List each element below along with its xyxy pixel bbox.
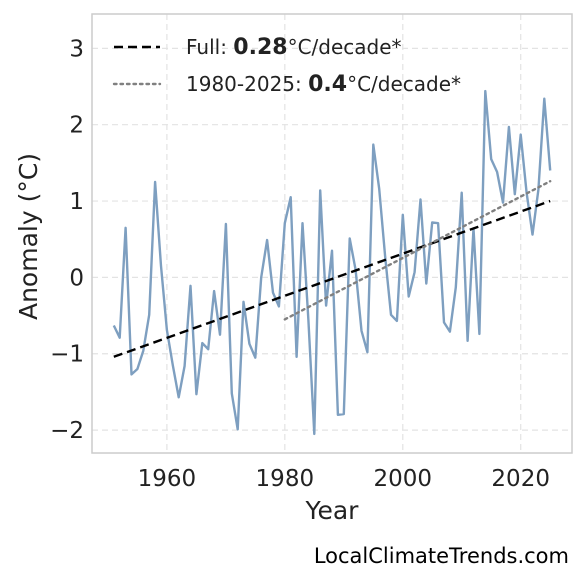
dashed-trend-line: [113, 199, 551, 358]
site-credit: LocalClimateTrends.com: [313, 544, 569, 568]
y-tick-label: 0: [69, 265, 84, 291]
dotted-trend-line: [283, 180, 552, 321]
x-tick-label: 2020: [491, 466, 550, 492]
legend-suffix: °C/decade*: [347, 72, 461, 96]
tick-labels: 1960 1980 2000 2020 −2 −1 0 1 2 3: [50, 36, 550, 492]
x-tick-label: 2000: [373, 466, 432, 492]
legend-prefix: Full:: [186, 35, 233, 59]
x-axis-title: Year: [305, 496, 360, 525]
legend-prefix: 1980-2025:: [186, 72, 308, 96]
legend: Full: 0.28°C/decade*1980-2025: 0.4°C/dec…: [112, 35, 461, 97]
y-tick-label: −1: [50, 342, 84, 368]
plot-series: [112, 89, 552, 436]
anomaly-series-line: [112, 89, 552, 436]
legend-rate-value: 0.28: [233, 35, 287, 60]
y-tick-label: 1: [69, 189, 84, 215]
x-tick-label: 1980: [256, 466, 315, 492]
legend-entry-label: 1980-2025: 0.4°C/decade*: [186, 72, 461, 97]
y-tick-label: −2: [50, 418, 84, 444]
trend-lines: [113, 180, 552, 358]
y-tick-label: 3: [69, 36, 84, 62]
legend-suffix: °C/decade*: [288, 35, 402, 59]
legend-entry-label: Full: 0.28°C/decade*: [186, 35, 402, 60]
x-tick-label: 1960: [138, 466, 197, 492]
legend-rate-value: 0.4: [308, 72, 347, 97]
plot-frame: [91, 13, 573, 454]
y-axis-title: Anomaly (°C): [14, 153, 43, 320]
y-tick-label: 2: [69, 113, 84, 139]
